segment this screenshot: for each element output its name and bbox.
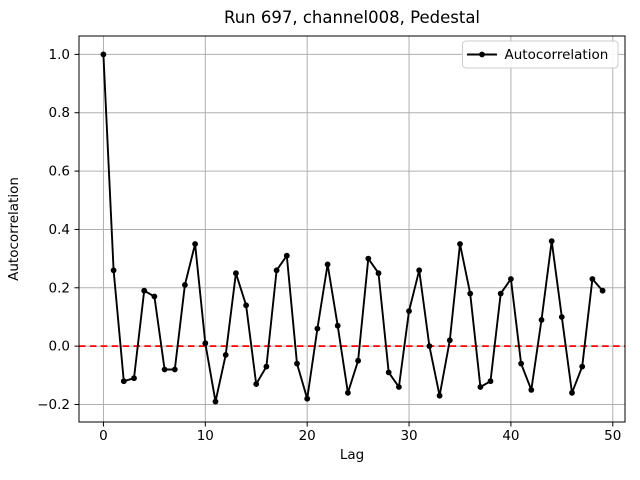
grid-lines (79, 36, 625, 422)
y-tick-label: 0.6 (49, 164, 70, 180)
x-tick-label: 10 (197, 428, 214, 444)
y-tick-label: 0.8 (49, 105, 70, 121)
x-tick-label: 20 (299, 428, 316, 444)
x-tick-label: 0 (99, 428, 108, 444)
y-tick-labels: −0.2 0.0 0.2 0.4 0.6 0.8 1.0 (37, 47, 70, 413)
legend-label: Autocorrelation (505, 47, 609, 63)
y-tick-label: 1.0 (49, 47, 70, 63)
x-tick-label: 30 (400, 428, 417, 444)
y-axis-label: Autocorrelation (6, 177, 22, 281)
axis-ticks (74, 53, 614, 427)
y-tick-label: 0.0 (49, 339, 70, 355)
y-tick-label: 0.2 (49, 280, 70, 296)
x-axis-label: Lag (340, 447, 364, 463)
y-tick-label: 0.4 (49, 222, 70, 238)
y-tick-label: −0.2 (37, 397, 70, 413)
legend-marker-icon (479, 51, 485, 58)
legend: Autocorrelation (462, 40, 619, 69)
x-tick-label: 40 (502, 428, 519, 444)
legend-box (462, 40, 619, 69)
chart-title: Run 697, channel008, Pedestal (224, 8, 480, 27)
data-series (100, 51, 606, 405)
x-tick-label: 50 (604, 428, 621, 444)
x-tick-labels: 0 10 20 30 40 50 (99, 428, 621, 444)
